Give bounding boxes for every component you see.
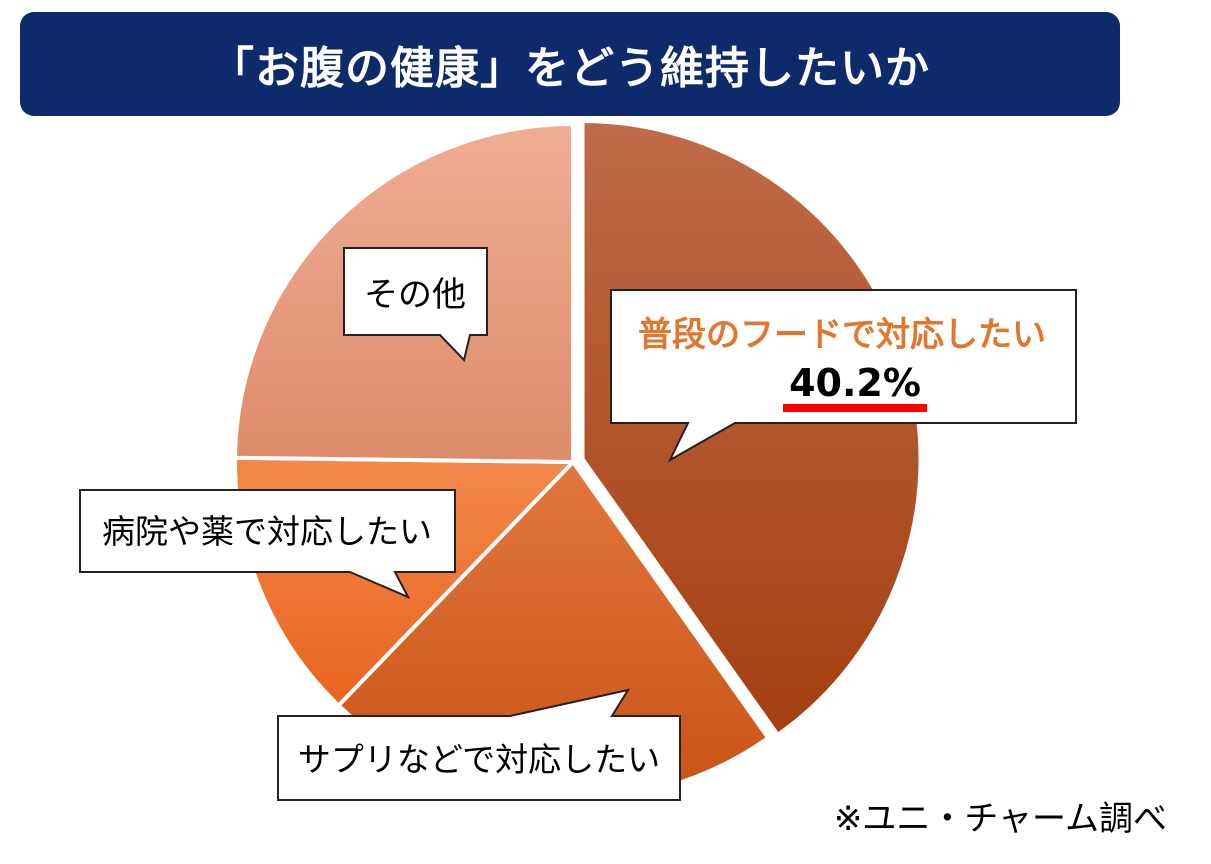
source-note: ※ユニ・チャーム調べ (833, 799, 1167, 839)
slice-label-other: その他 (364, 275, 466, 315)
callout-other: その他 (343, 247, 488, 363)
slice-label-supplement: サプリなどで対応したい (298, 740, 660, 779)
chart-title-banner: 「お腹の健康」をどう維持したいか (20, 12, 1120, 116)
value-underline (783, 404, 927, 412)
slice-label-hospital: 病院や薬で対応したい (102, 512, 432, 551)
callout-food: 普段のフードで対応したい 40.2% (610, 289, 1077, 463)
callout-hospital: 病院や薬で対応したい (79, 489, 456, 600)
callout-supplement: サプリなどで対応したい (277, 688, 681, 801)
highlight-value-label: 40.2% (789, 361, 921, 405)
chart-title: 「お腹の健康」をどう維持したいか (210, 43, 930, 94)
slice-label-food: 普段のフードで対応したい (638, 315, 1046, 355)
